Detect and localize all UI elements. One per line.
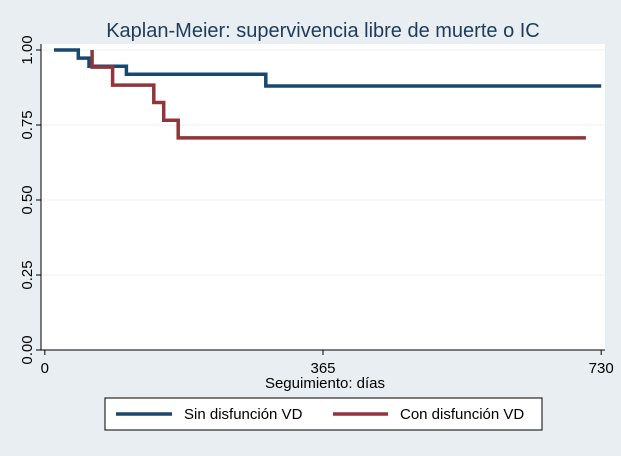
series-line-con-disfuncion xyxy=(90,50,586,140)
legend-box xyxy=(104,397,543,431)
x-tick-label: 0 xyxy=(41,360,49,377)
y-axis-ticks: 0.00 0.25 0.50 0.75 1.00 xyxy=(19,35,41,365)
legend: Sin disfunción VD Con disfunción VD xyxy=(104,397,543,431)
plot-area xyxy=(41,44,605,350)
x-tick-label: 365 xyxy=(310,360,335,377)
y-tick-label: 1.00 xyxy=(19,35,36,64)
y-tick-label: 0.50 xyxy=(19,185,36,214)
legend-label: Sin disfunción VD xyxy=(184,406,303,423)
series-lines xyxy=(54,48,602,140)
y-tick-label: 0.00 xyxy=(19,335,36,364)
chart-title: Kaplan-Meier: supervivencia libre de mue… xyxy=(106,20,540,42)
legend-label: Con disfunción VD xyxy=(400,406,524,423)
y-tick-label: 0.25 xyxy=(19,260,36,289)
x-tick-label: 730 xyxy=(589,360,614,377)
x-axis-label: Seguimiento: días xyxy=(265,375,385,392)
x-axis-ticks: 0 365 730 xyxy=(41,350,614,377)
y-tick-label: 0.75 xyxy=(19,110,36,139)
